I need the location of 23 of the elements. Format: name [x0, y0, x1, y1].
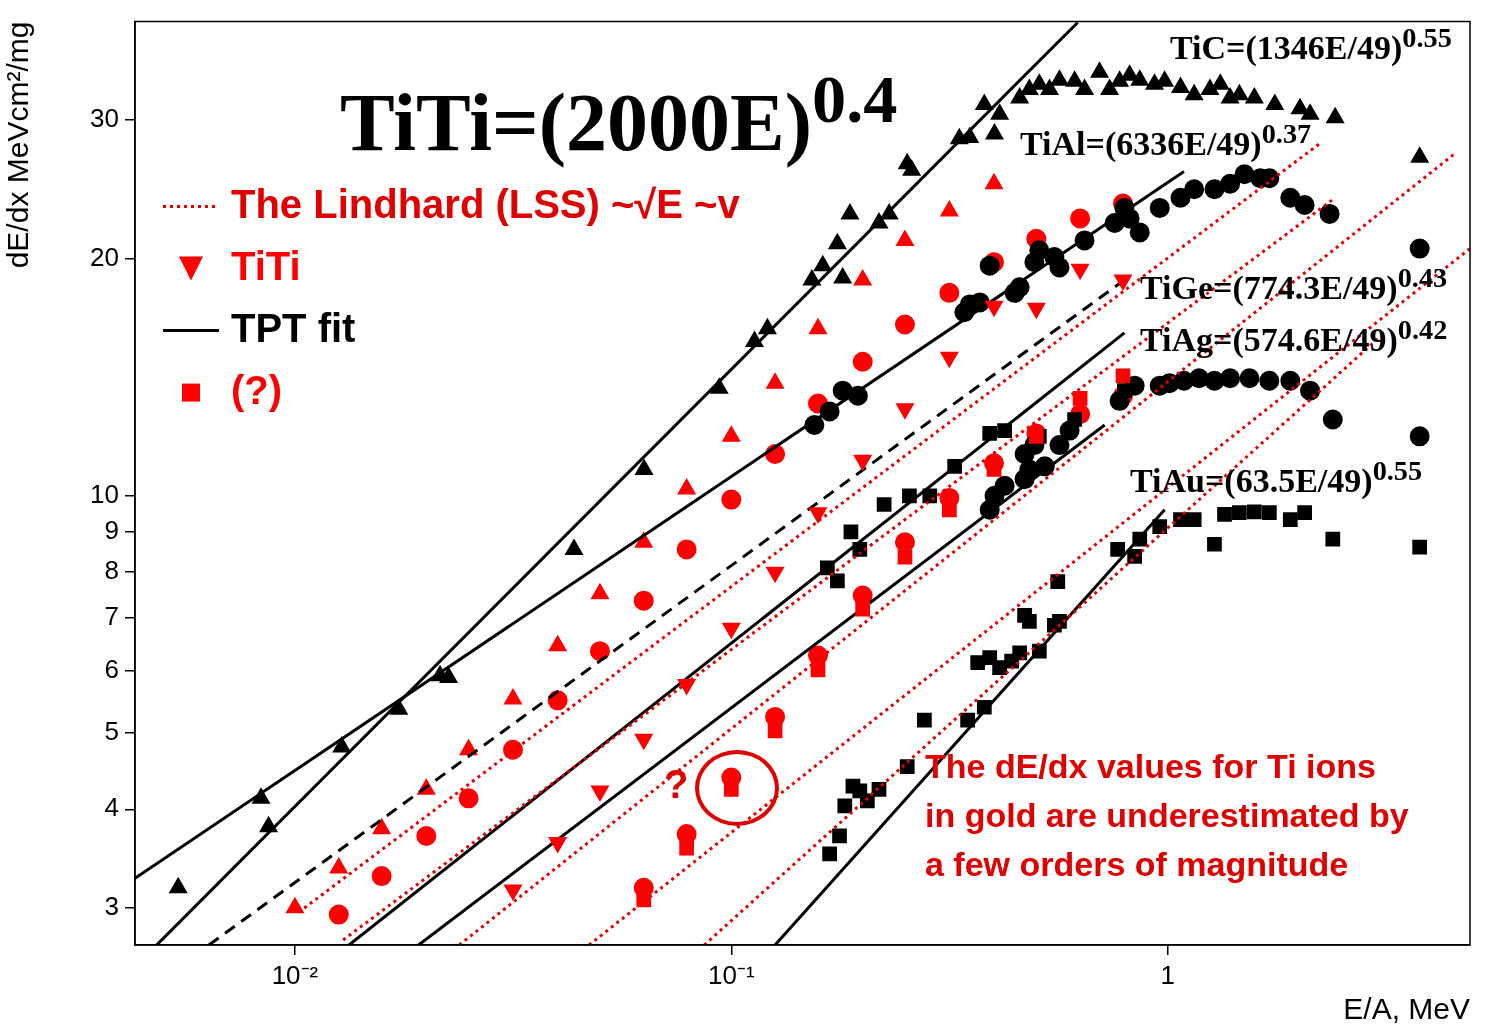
y-tick-label: 30: [90, 103, 119, 134]
legend-label: TPT fit: [231, 305, 356, 350]
y-tick-label: 10: [90, 479, 119, 509]
y-tick-label: 3: [104, 890, 119, 921]
annotation: ?: [664, 762, 689, 806]
y-tick-label: 7: [104, 601, 119, 632]
x-tick-label: 10⁻¹: [708, 959, 755, 990]
annotation: TiTi=(2000E)$^{0.4}$: [340, 61, 898, 169]
y-tick-label: 5: [104, 716, 119, 747]
y-tick-label: 9: [104, 515, 119, 546]
y-tick-label: 4: [104, 792, 119, 823]
x-tick-label: 10⁻²: [271, 959, 319, 990]
y-tick-label: 6: [104, 653, 119, 684]
x-axis-title: E/A, MeV: [1343, 992, 1470, 1026]
legend-label: TiTi: [231, 243, 301, 288]
annotation: TiC=(1346E/49)$^{0.55}$: [1170, 22, 1452, 67]
x-tick-label: 1: [1160, 959, 1175, 990]
y-axis-title: dE/dx MeVcm²/mg: [1, 21, 35, 269]
legend-label: (?): [231, 367, 283, 412]
legend-label: The Lindhard (LSS) ~√E ~v: [231, 181, 741, 226]
annotation: TiAl=(6336E/49)$^{0.37}$: [1020, 118, 1312, 163]
y-tick-label: 20: [90, 241, 119, 272]
y-tick-label: 8: [104, 555, 119, 586]
